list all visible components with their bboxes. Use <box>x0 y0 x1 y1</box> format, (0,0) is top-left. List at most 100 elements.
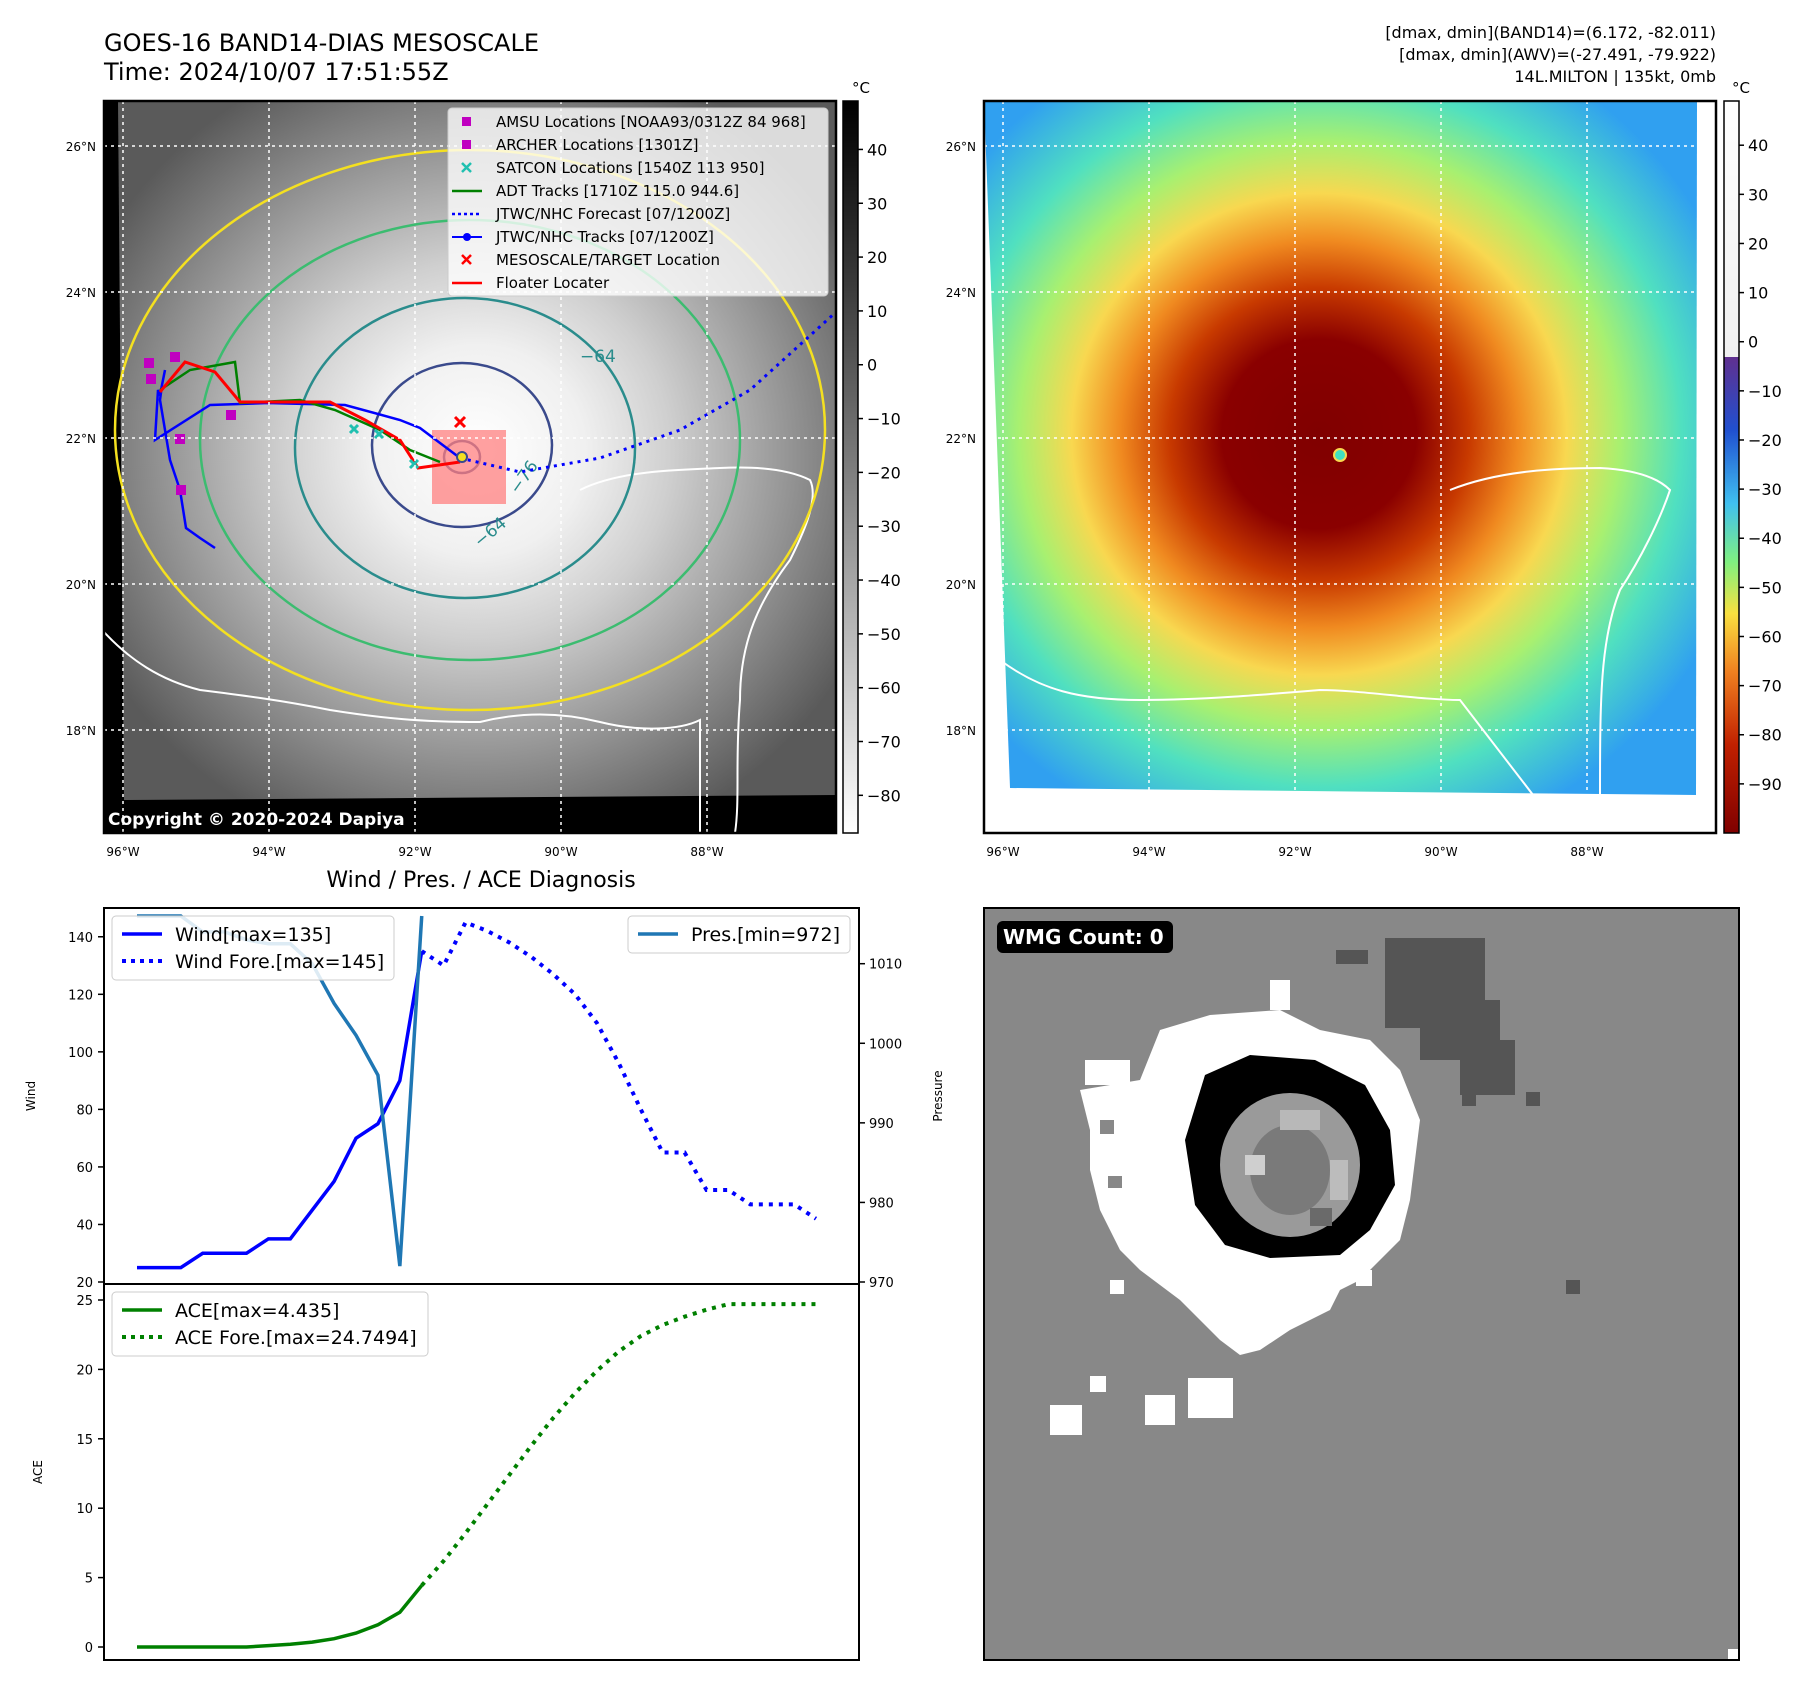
floater-track <box>158 360 461 470</box>
pressure-ytick-label: 990 <box>869 1117 894 1132</box>
lat-label: 18°N <box>66 724 96 738</box>
eye-marker <box>456 451 468 463</box>
colorbar-tick-label: 40 <box>867 140 887 159</box>
lon-label: 96°W <box>986 845 1019 859</box>
lon-label: 94°W <box>252 845 285 859</box>
colorbar-tick-label: −70 <box>867 733 901 752</box>
info-line-1: [dmax, dmin](BAND14)=(6.172, -82.011) <box>1385 23 1716 42</box>
lon-label: 88°W <box>690 845 723 859</box>
ace-ylabel: ACE <box>31 1460 45 1484</box>
pressure-ytick-label: 970 <box>869 1276 894 1291</box>
lat-label: 24°N <box>946 286 976 300</box>
target-marker <box>453 415 467 429</box>
colorbar-tick-label: −20 <box>867 463 901 482</box>
wind-pressure-chart: 140 120 100 80 60 40 20 1010 1000 990 980 970 Wind … <box>24 907 945 1291</box>
wind-ytick-label: 40 <box>76 1218 93 1233</box>
colorbar-tick-label: 30 <box>1748 185 1768 204</box>
legend-label-floater: Floater Locater <box>496 274 610 292</box>
colorbar-tick-label: 40 <box>1748 136 1768 155</box>
map2-grid <box>984 101 1716 833</box>
lon-label: 90°W <box>544 845 577 859</box>
lon-label: 88°W <box>1570 845 1603 859</box>
coastline <box>999 659 1561 831</box>
title-line-2: Time: 2024/10/07 17:51:55Z <box>103 58 449 86</box>
legend-icon-jtwc-dot <box>463 233 471 241</box>
eye-spot <box>1333 448 1347 462</box>
ace-ytick-label: 15 <box>76 1433 93 1448</box>
wind-ytick-label: 20 <box>76 1276 93 1291</box>
colorbar-tick-label: −60 <box>1748 627 1782 646</box>
legend-label-jtwc-track: JTWC/NHC Tracks [07/1200Z] <box>495 228 714 246</box>
lon-label: 92°W <box>398 845 431 859</box>
lat-label: 24°N <box>66 286 96 300</box>
wind-ytick-label: 60 <box>76 1161 93 1176</box>
legend-label-amsu: AMSU Locations [NOAA93/0312Z 84 968] <box>496 113 806 131</box>
pressure-ytick-label: 1000 <box>869 1037 902 1052</box>
wind-legend: Wind[max=135] Wind Fore.[max=145] <box>111 915 395 981</box>
legend-icon-amsu <box>462 117 471 126</box>
ace-ytick-label: 5 <box>85 1572 93 1587</box>
contour-navy <box>370 361 554 529</box>
title-line-1: GOES-16 BAND14-DIAS MESOSCALE <box>104 29 539 57</box>
ace-ytick-label: 0 <box>85 1641 93 1656</box>
jtwc-track <box>153 369 461 550</box>
coastline <box>104 631 701 833</box>
colorbar-tick-label: −40 <box>867 571 901 590</box>
ace-ytick-label: 20 <box>76 1363 93 1378</box>
contour-label-1: −64 <box>580 347 616 367</box>
colorbar-tick-label: −60 <box>867 679 901 698</box>
legend-label-target: MESOSCALE/TARGET Location <box>496 251 720 269</box>
legend-label-wind-fore: Wind Fore.[max=145] <box>175 951 384 973</box>
colorbar-tick-label: 10 <box>867 302 887 321</box>
lat-label: 20°N <box>66 578 96 592</box>
pressure-legend: Pres.[min=972] <box>627 915 851 954</box>
wind-ytick-label: 100 <box>68 1046 93 1061</box>
contour-teal <box>293 296 637 600</box>
series-line-wind <box>137 950 424 1270</box>
legend-label-ace-fore: ACE Fore.[max=24.7494] <box>175 1327 417 1349</box>
lon-label: 92°W <box>1278 845 1311 859</box>
lat-label: 18°N <box>946 724 976 738</box>
coastline-yucatan <box>579 466 814 833</box>
legend-label-satcon: SATCON Locations [1540Z 113 950] <box>496 159 764 177</box>
colorbar-tick-label: −30 <box>867 517 901 536</box>
colorbar-tick-label: −10 <box>1748 382 1782 401</box>
colorbar-tick-label: −70 <box>1748 677 1782 696</box>
colorbar-color-unit: °C <box>1732 79 1750 97</box>
ace-chart: 25 20 15 10 5 0 ACE ACE[max=4.435] ACE Fore.[… <box>31 1283 860 1661</box>
ace-ytick-label: 10 <box>76 1502 93 1517</box>
series-line-ace <box>137 1584 424 1649</box>
wmg-dark-patches <box>1336 938 1580 1294</box>
map-panel-ir: −64 −76 −64 <box>66 99 838 859</box>
ace-ytick-label: 25 <box>76 1294 93 1309</box>
info-line-2: [dmax, dmin](AWV)=(-27.491, -79.922) <box>1399 45 1716 64</box>
colorbar-tick-label: −50 <box>867 625 901 644</box>
lat-label: 26°N <box>66 140 96 154</box>
lat-label: 22°N <box>946 432 976 446</box>
floater-box <box>432 430 506 504</box>
lat-label: 20°N <box>946 578 976 592</box>
lat-label: 26°N <box>946 140 976 154</box>
colorbar-color: °C 40 30 20 10 0 −10 −20 −30 −40 −50 −60 −70 −80 −90 <box>1723 79 1782 834</box>
lon-label: 90°W <box>1424 845 1457 859</box>
legend-icon-archer <box>462 140 471 149</box>
colorbar-tick-label: −80 <box>867 786 901 805</box>
legend-label-archer: ARCHER Locations [1301Z] <box>496 136 699 154</box>
ace-legend: ACE[max=4.435] ACE Fore.[max=24.7494] <box>111 1291 429 1357</box>
pressure-ytick-label: 980 <box>869 1196 894 1211</box>
wmg-label: WMG Count: 0 <box>1003 925 1164 949</box>
archer-markers <box>144 352 236 495</box>
legend-label-forecast: JTWC/NHC Forecast [07/1200Z] <box>495 205 730 223</box>
satcon-markers <box>348 423 420 470</box>
colorbar-tick-label: −40 <box>1748 529 1782 548</box>
colorbar-tick-label: −80 <box>1748 726 1782 745</box>
wind-ytick-label: 80 <box>76 1103 93 1118</box>
legend-label-pressure: Pres.[min=972] <box>691 924 840 946</box>
info-line-3: 14L.MILTON | 135kt, 0mb <box>1514 67 1716 86</box>
colorbar-gray-unit: °C <box>852 79 870 97</box>
diagnosis-title: Wind / Pres. / ACE Diagnosis <box>326 868 635 893</box>
colorbar-tick-label: −30 <box>1748 480 1782 499</box>
legend-icon-target <box>461 254 472 265</box>
wind-ytick-label: 120 <box>68 988 93 1003</box>
colorbar-tick-label: 0 <box>1748 333 1758 352</box>
